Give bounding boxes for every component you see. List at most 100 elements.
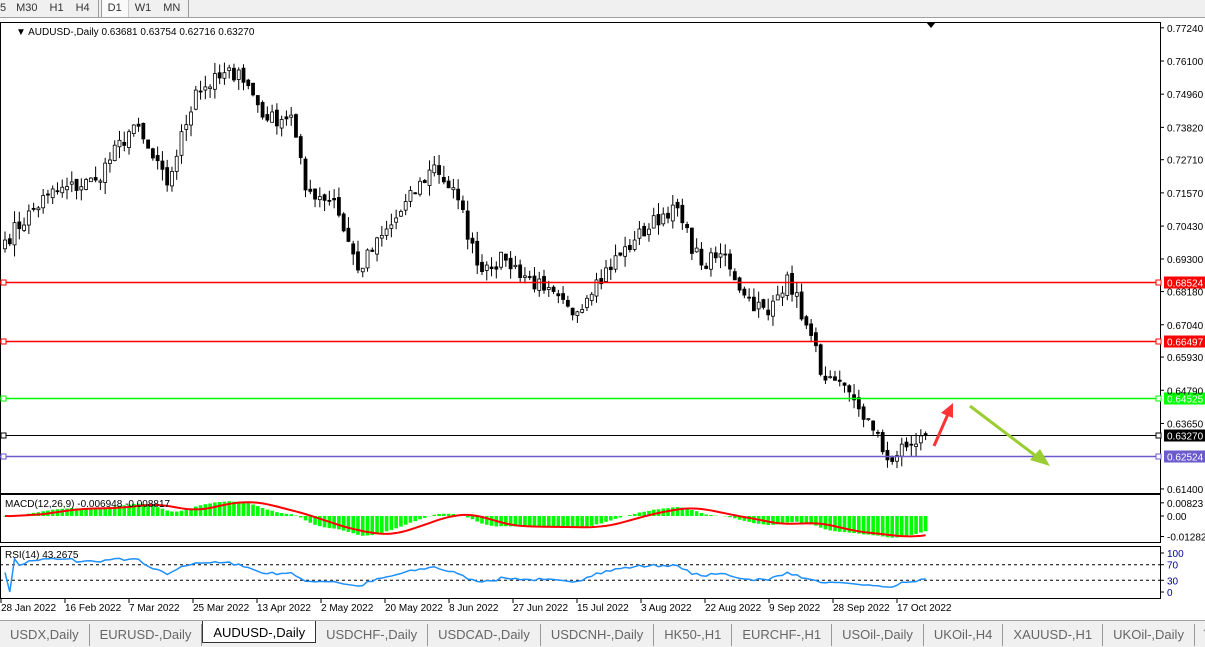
macd-histogram-bar xyxy=(527,516,532,527)
level-handle[interactable] xyxy=(0,338,7,345)
tab-usoil-daily[interactable]: USOil-,Daily xyxy=(832,624,924,646)
macd-histogram-bar xyxy=(699,512,704,516)
chart-shift-marker-icon[interactable] xyxy=(926,22,936,28)
macd-histogram-bar xyxy=(742,516,747,521)
candle-body xyxy=(794,292,799,297)
macd-histogram-bar xyxy=(871,516,875,536)
green-down-arrow-annotation[interactable] xyxy=(969,404,1050,466)
scroll-left-icon[interactable]: ◂ xyxy=(1203,625,1205,636)
rsi-axis-label: 30 xyxy=(1167,576,1179,587)
candle-body xyxy=(895,455,899,462)
candle-body xyxy=(565,299,570,307)
level-handle[interactable] xyxy=(0,279,7,286)
candle-body xyxy=(842,382,847,386)
candle-body xyxy=(356,251,360,271)
candle xyxy=(766,298,771,321)
level-handle[interactable] xyxy=(1155,395,1162,402)
date-axis-label: 16 Feb 2022 xyxy=(65,603,122,614)
horizontal-level-line[interactable]: 0.64525 xyxy=(0,392,1205,406)
tab-ukoil-daily[interactable]: UKOil-,Daily xyxy=(1103,624,1195,646)
price-axis-label: 0.72710 xyxy=(1167,156,1204,167)
candle xyxy=(65,177,69,200)
candle xyxy=(499,251,503,270)
candle-body xyxy=(351,243,356,255)
timeframe-H4[interactable]: H4 xyxy=(75,2,90,14)
red-up-arrow-annotation[interactable] xyxy=(932,403,953,447)
candle xyxy=(284,110,289,126)
horizontal-level-line[interactable]: 0.68524 xyxy=(0,276,1205,290)
tab-usdchf-daily[interactable]: USDCHF-,Daily xyxy=(316,624,429,646)
candle xyxy=(403,194,408,216)
date-axis-label: 15 Jul 2022 xyxy=(577,603,629,614)
level-handle[interactable] xyxy=(0,395,7,402)
tab-xauusd-h1[interactable]: XAUUSD-,H1 xyxy=(1003,624,1104,646)
macd-histogram-bar xyxy=(919,516,923,533)
candle xyxy=(651,207,656,229)
horizontal-level-line[interactable]: 0.63270 xyxy=(0,429,1205,443)
tab-eurchf-h1[interactable]: EURCHF-,H1 xyxy=(732,624,833,646)
tab-audusd-daily[interactable]: AUDUSD-,Daily xyxy=(202,621,317,643)
candle xyxy=(804,314,809,330)
candle xyxy=(389,213,394,238)
candle xyxy=(551,285,556,294)
level-handle[interactable] xyxy=(1155,432,1162,439)
price-chart[interactable]: 0.68524 0.66497 0.64525 0.63270 0.62524 0.77… xyxy=(0,18,1205,620)
candle xyxy=(399,209,403,217)
candle xyxy=(160,151,165,181)
timeframe-H1[interactable]: H1 xyxy=(49,2,64,14)
candle-body xyxy=(527,276,532,278)
timeframe-M30[interactable]: M30 xyxy=(16,2,38,14)
candle-body xyxy=(203,86,208,91)
tab-usdcad-daily[interactable]: USDCAD-,Daily xyxy=(428,624,541,646)
level-handle[interactable] xyxy=(1155,453,1162,460)
timeframe-D1[interactable]: D1 xyxy=(100,0,129,17)
timeframe-W1[interactable]: W1 xyxy=(134,2,152,14)
timeframe-5[interactable]: 5 xyxy=(0,2,7,14)
candle-body xyxy=(637,228,642,239)
level-handle[interactable] xyxy=(1155,338,1162,345)
candle xyxy=(718,243,723,269)
macd-histogram-bar xyxy=(170,511,174,516)
price-axis-label: 0.71570 xyxy=(1167,189,1204,200)
level-handle[interactable] xyxy=(1155,279,1162,286)
level-handle[interactable] xyxy=(0,453,7,460)
candle xyxy=(212,62,217,99)
candle-body xyxy=(675,201,680,209)
tab-eurusd-daily[interactable]: EURUSD-,Daily xyxy=(90,624,203,646)
timeframe-MN[interactable]: MN xyxy=(163,2,181,14)
candle-body xyxy=(3,239,7,250)
macd-histogram-bar xyxy=(360,516,365,536)
level-handle[interactable] xyxy=(0,432,7,439)
tab-ukoil-h4[interactable]: UKOil-,H4 xyxy=(924,624,1004,646)
level-price-badge xyxy=(1164,450,1205,463)
candle-body xyxy=(408,190,413,202)
candle-body xyxy=(437,165,441,175)
candle xyxy=(699,242,704,270)
candle xyxy=(174,149,179,180)
macd-histogram-bar xyxy=(432,514,437,516)
candle xyxy=(98,178,103,191)
macd-histogram-bar xyxy=(351,516,356,534)
tab-usdx-daily[interactable]: USDX,Daily xyxy=(0,624,90,646)
candle xyxy=(670,195,675,229)
macd-histogram-bar xyxy=(890,516,895,538)
candle-body xyxy=(399,211,403,217)
candle-body xyxy=(709,252,713,270)
candle-body xyxy=(503,253,508,261)
horizontal-level-line[interactable]: 0.66497 xyxy=(0,335,1205,349)
date-axis-label: 28 Sep 2022 xyxy=(833,603,890,614)
macd-histogram-bar xyxy=(733,516,737,519)
tab-scroll-buttons[interactable]: ◂ ▸ xyxy=(1195,621,1205,640)
macd-histogram-bar xyxy=(284,513,289,516)
horizontal-level-line[interactable]: 0.62524 xyxy=(0,450,1205,464)
level-price-label: 0.63270 xyxy=(1167,432,1204,443)
macd-histogram-bar xyxy=(275,512,279,516)
candle xyxy=(604,259,608,283)
macd-histogram-bar xyxy=(828,516,833,531)
candle xyxy=(895,450,899,469)
candle-body xyxy=(680,204,685,224)
macd-histogram-bar xyxy=(508,516,513,527)
tab-usdcnh-daily[interactable]: USDCNH-,Daily xyxy=(541,624,655,646)
candle xyxy=(585,295,589,311)
tab-hk50-h1[interactable]: HK50-,H1 xyxy=(654,624,733,646)
